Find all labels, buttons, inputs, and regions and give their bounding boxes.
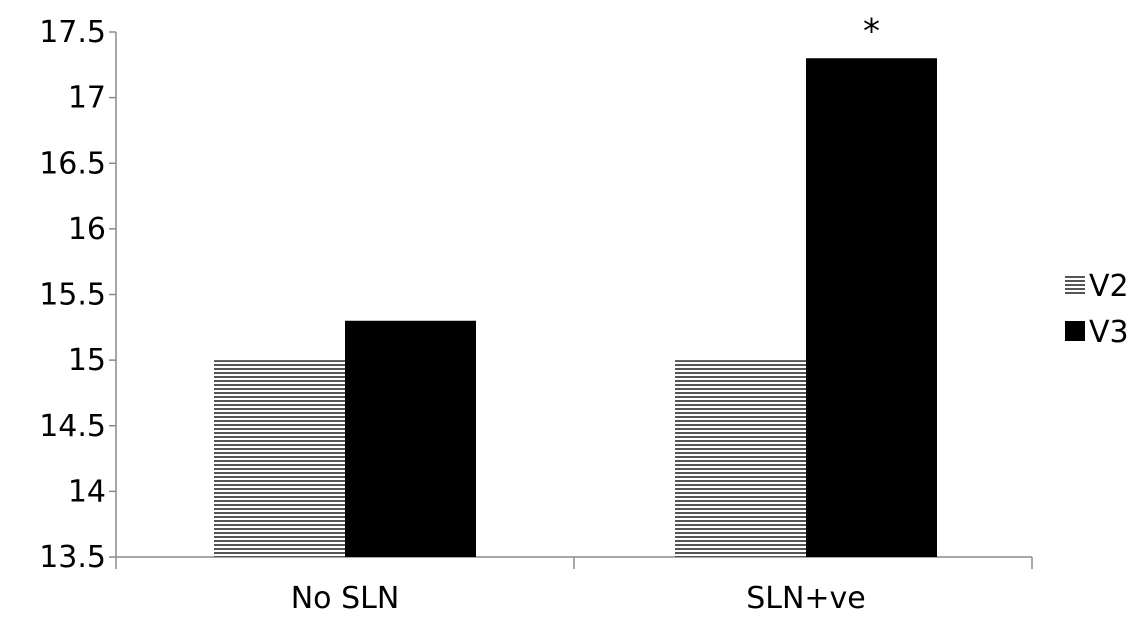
y-tick-label: 14.5 — [39, 409, 106, 444]
bar-v3-1 — [806, 58, 937, 557]
legend-label-v2: V2 — [1089, 269, 1129, 304]
y-tick-label: 15 — [68, 343, 106, 378]
x-tick-labels: No SLN SLN+ve — [291, 581, 866, 616]
y-tick-label: 14 — [68, 474, 106, 509]
y-axis: 13.5 14 14.5 15 15.5 16 16.5 17 17.5 — [39, 15, 117, 575]
bar-v2-0 — [214, 360, 345, 557]
y-tick-label: 16.5 — [39, 146, 106, 181]
y-tick-label: 16 — [68, 212, 106, 247]
legend-label-v3: V3 — [1089, 315, 1129, 350]
y-tick-label: 17.5 — [39, 15, 106, 50]
bar-v2-1 — [675, 360, 806, 557]
bar-v3-0 — [345, 320, 476, 557]
legend-swatch-v2 — [1065, 275, 1085, 295]
x-tick-label: SLN+ve — [746, 581, 866, 616]
bars — [214, 58, 937, 557]
significance-marker: * — [863, 11, 880, 51]
y-tick-label: 17 — [68, 81, 106, 116]
y-tick-label: 15.5 — [39, 278, 106, 313]
annotations: * — [863, 11, 880, 51]
y-tick-label: 13.5 — [39, 540, 106, 575]
x-tick-label: No SLN — [291, 581, 400, 616]
legend-swatch-v3 — [1065, 321, 1085, 341]
x-axis — [115, 556, 1033, 569]
